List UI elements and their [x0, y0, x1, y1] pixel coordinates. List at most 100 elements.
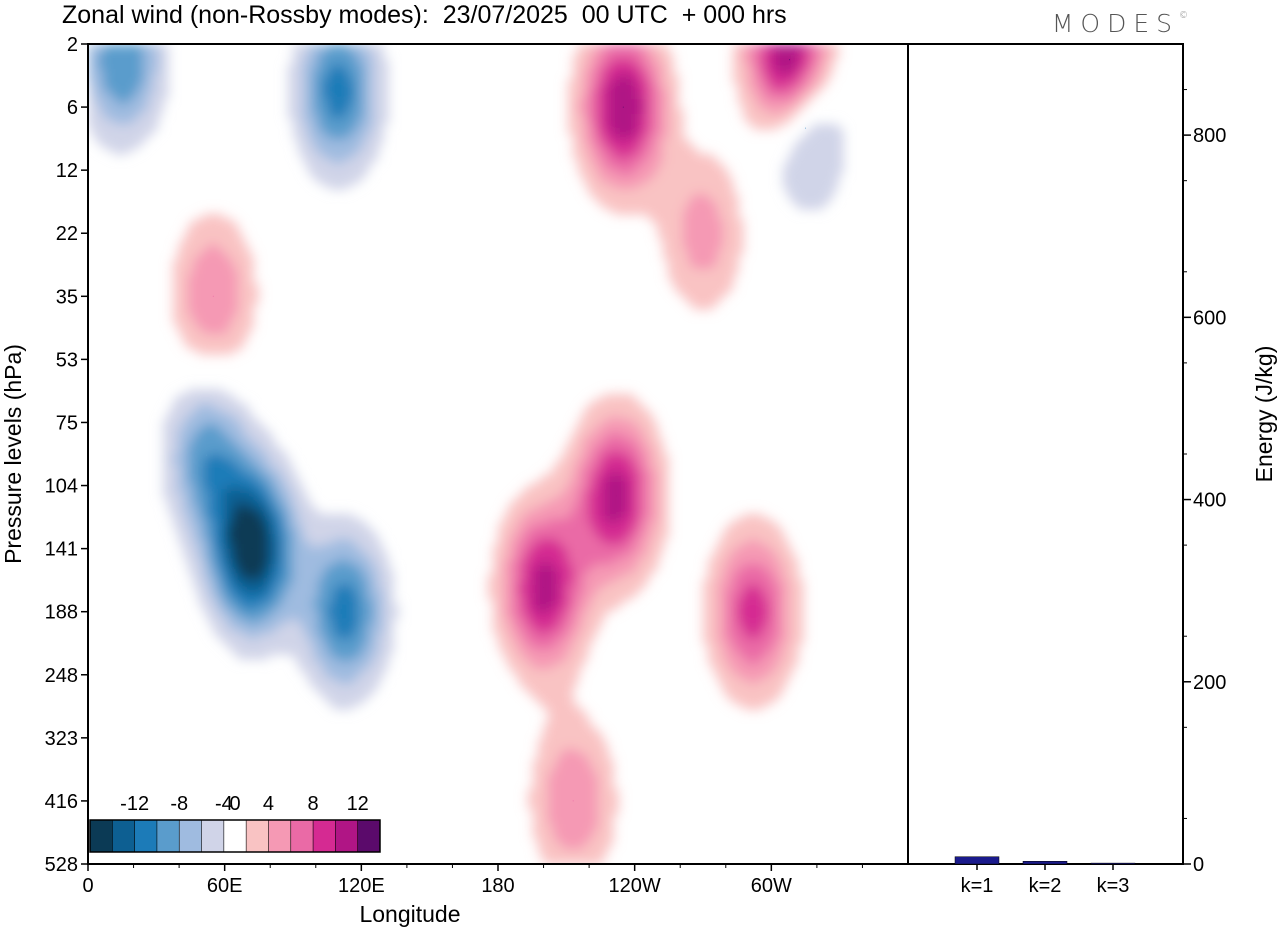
heatmap-cell	[118, 129, 124, 135]
heatmap-cell	[733, 239, 739, 245]
heatmap-cell	[248, 559, 254, 565]
heatmap-cell	[253, 544, 259, 550]
heatmap-cell	[748, 119, 754, 125]
heatmap-cell	[108, 109, 114, 115]
heatmap-cell	[598, 144, 604, 150]
heatmap-cell	[553, 569, 559, 575]
heatmap-cell	[828, 59, 834, 65]
heatmap-cell	[813, 199, 819, 205]
heatmap-cell	[218, 254, 224, 260]
heatmap-cell	[333, 539, 339, 545]
heatmap-cell	[588, 449, 594, 455]
heatmap-cell	[228, 449, 234, 455]
heatmap-cell	[693, 244, 699, 250]
heatmap-cell	[733, 244, 739, 250]
heatmap-cell	[153, 69, 159, 75]
heatmap-cell	[773, 124, 779, 130]
heatmap-cell	[658, 224, 664, 230]
heatmap-cell	[638, 194, 644, 200]
heatmap-cell	[343, 59, 349, 65]
heatmap-cell	[258, 464, 264, 470]
heatmap-cell	[208, 489, 214, 495]
heatmap-cell	[698, 234, 704, 240]
heatmap-cell	[558, 504, 564, 510]
heatmap-cell	[263, 454, 269, 460]
heatmap-cell	[228, 349, 234, 355]
heatmap-cell	[608, 489, 614, 495]
heatmap-cell	[618, 519, 624, 525]
heatmap-cell	[118, 64, 124, 70]
heatmap-cell	[798, 164, 804, 170]
heatmap-cell	[378, 119, 384, 125]
heatmap-cell	[268, 574, 274, 580]
heatmap-cell	[228, 559, 234, 565]
heatmap-cell	[783, 119, 789, 125]
heatmap-cell	[293, 504, 299, 510]
heatmap-cell	[708, 284, 714, 290]
heatmap-cell	[293, 569, 299, 575]
heatmap-cell	[698, 254, 704, 260]
heatmap-cell	[598, 469, 604, 475]
heatmap-cell	[198, 219, 204, 225]
heatmap-cell	[528, 484, 534, 490]
heatmap-cell	[773, 104, 779, 110]
heatmap-cell	[728, 574, 734, 580]
heatmap-cell	[628, 404, 634, 410]
heatmap-cell	[288, 104, 294, 110]
heatmap-cell	[713, 299, 719, 305]
heatmap-cell	[528, 569, 534, 575]
heatmap-cell	[733, 64, 739, 70]
heatmap-cell	[233, 314, 239, 320]
heatmap-cell	[298, 579, 304, 585]
heatmap-cell	[788, 104, 794, 110]
heatmap-cell	[283, 519, 289, 525]
heatmap-cell	[638, 529, 644, 535]
heatmap-cell	[783, 69, 789, 75]
heatmap-cell	[763, 84, 769, 90]
heatmap-cell	[178, 504, 184, 510]
heatmap-cell	[713, 559, 719, 565]
heatmap-cell	[733, 559, 739, 565]
heatmap-cell	[218, 584, 224, 590]
heatmap-cell	[723, 184, 729, 190]
heatmap-cell	[383, 74, 389, 80]
heatmap-cell	[628, 169, 634, 175]
heatmap-cell	[598, 514, 604, 520]
heatmap-cell	[253, 439, 259, 445]
heatmap-cell	[338, 529, 344, 535]
heatmap-cell	[293, 579, 299, 585]
heatmap-cell	[508, 529, 514, 535]
heatmap-cell	[558, 534, 564, 540]
heatmap-cell	[733, 54, 739, 60]
heatmap-cell	[628, 489, 634, 495]
heatmap-cell	[358, 129, 364, 135]
heatmap-cell	[578, 59, 584, 65]
heatmap-cell	[173, 439, 179, 445]
heatmap-cell	[563, 524, 569, 530]
heatmap-cell	[263, 569, 269, 575]
heatmap-cell	[518, 514, 524, 520]
heatmap-cell	[698, 249, 704, 255]
heatmap-cell	[618, 109, 624, 115]
heatmap-cell	[218, 249, 224, 255]
heatmap-cell	[658, 189, 664, 195]
heatmap-cell	[243, 324, 249, 330]
heatmap-cell	[578, 99, 584, 105]
heatmap-cell	[643, 519, 649, 525]
heatmap-cell	[768, 119, 774, 125]
heatmap-cell	[663, 504, 669, 510]
heatmap-cell	[583, 134, 589, 140]
heatmap-cell	[578, 549, 584, 555]
heatmap-cell	[648, 504, 654, 510]
heatmap-cell	[358, 579, 364, 585]
heatmap-cell	[628, 539, 634, 545]
heatmap-cell	[693, 174, 699, 180]
heatmap-cell	[103, 129, 109, 135]
heatmap-cell	[778, 564, 784, 570]
heatmap-cell	[203, 519, 209, 525]
heatmap-cell	[198, 419, 204, 425]
heatmap-cell	[203, 304, 209, 310]
heatmap-cell	[193, 424, 199, 430]
heatmap-cell	[333, 179, 339, 185]
heatmap-cell	[538, 574, 544, 580]
